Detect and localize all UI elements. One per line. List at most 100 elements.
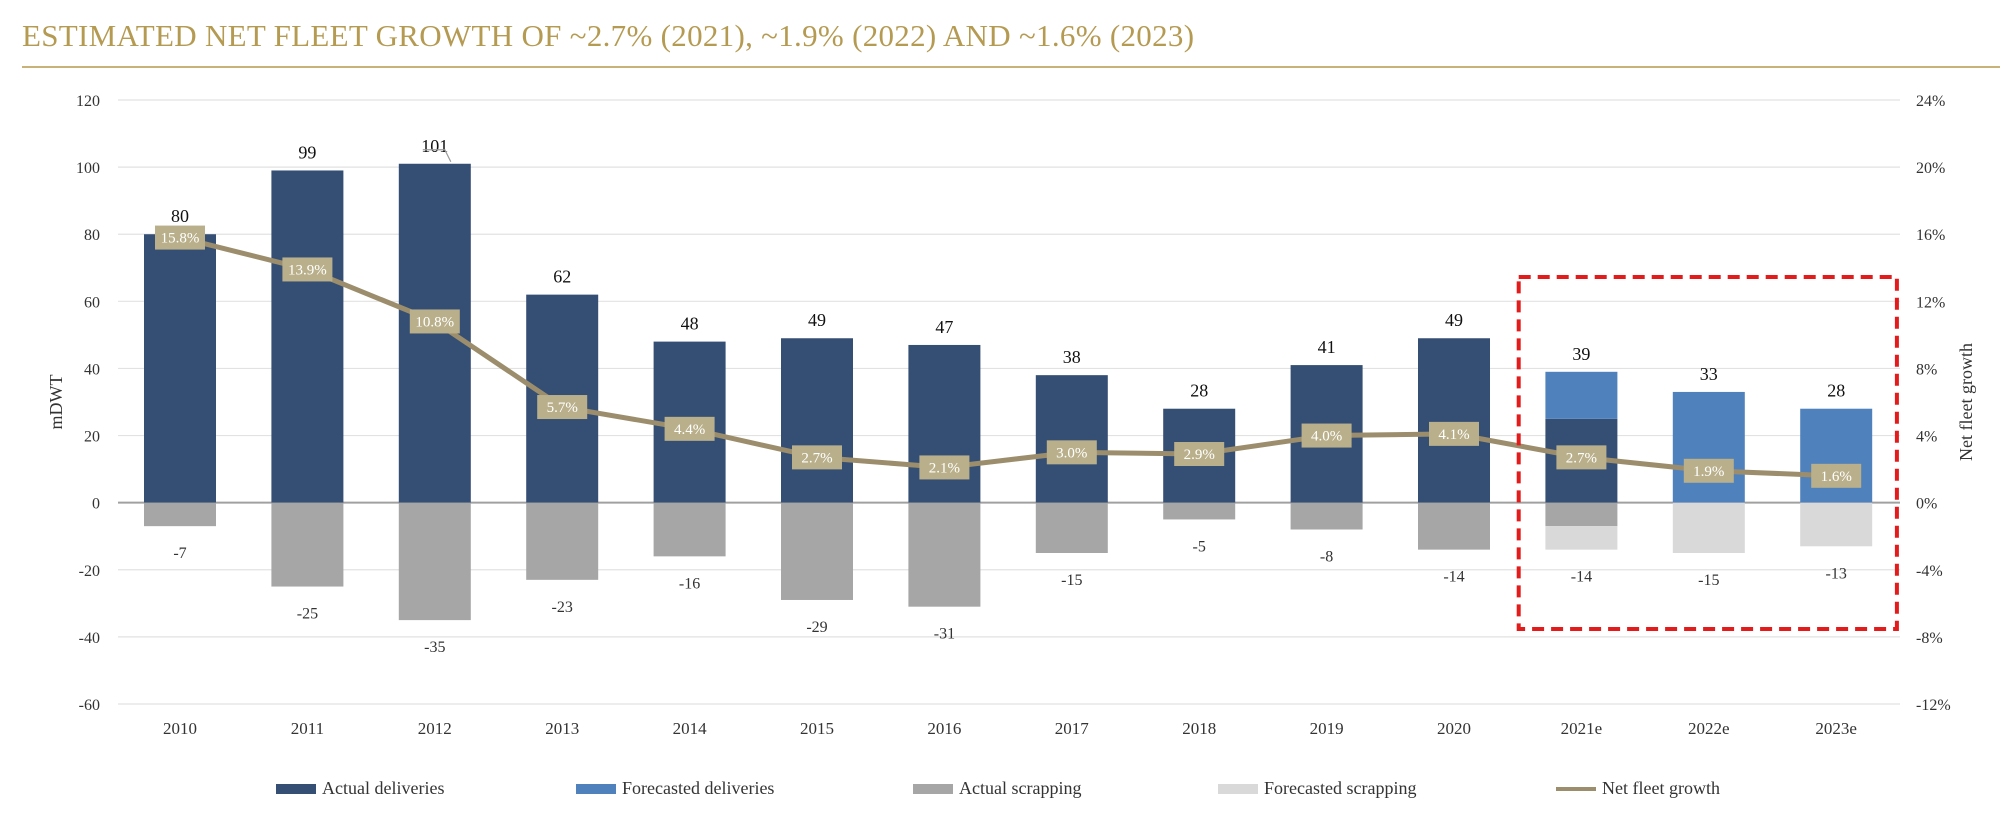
bars [144,163,1873,621]
forecasted-scrapping-bar [1800,502,1873,547]
delivery-total-label: 62 [553,267,571,287]
forecasted-deliveries-bar [1672,391,1745,503]
y-tick-label: 40 [84,361,100,378]
axes: 120 100 80 60 40 20 0 -20 -40 -60 24% 20% 16% 12% 8% 4%… [46,93,1976,738]
x-tick-label: 2017 [1055,719,1090,738]
actual-scrapping-bar [1290,502,1363,530]
y-tick-label: 0 [92,496,100,513]
scrapping-total-label: -13 [1826,565,1847,582]
y2-tick-label: -8% [1916,630,1943,647]
y2-tick-label: 4% [1916,429,1937,446]
forecasted-scrapping-bar [1672,502,1745,553]
actual-scrapping-bar [908,502,981,607]
x-tick-label: 2013 [545,719,579,738]
legend-item-forecasted-scrapping: Forecasted scrapping [1218,778,1416,799]
delivery-total-label: 33 [1700,364,1718,384]
y2-tick-label: 12% [1916,294,1945,311]
delivery-total-label: 47 [935,317,953,337]
legend-swatch [576,783,616,794]
y-tick-label: -60 [79,697,100,714]
delivery-total-label: 80 [171,206,189,226]
legend: Actual deliveries Forecasted deliveries Ac… [0,778,2000,806]
delivery-total-label: 48 [681,314,699,334]
growth-label-box [1301,423,1352,448]
growth-label: 3.0% [1056,445,1087,461]
y-tick-label: -20 [79,563,100,580]
delivery-total-label: 28 [1190,381,1208,401]
legend-item-actual-deliveries: Actual deliveries [276,778,444,799]
growth-label-box [919,455,970,480]
data-labels: 80 -7 99 -25 101 -35 62 -23 48 -16 49 -29 47 -31 38 -15… [155,136,1862,656]
legend-label: Actual deliveries [322,778,445,798]
actual-deliveries-bar [781,338,853,503]
y-tick-label: 80 [84,227,100,244]
y2-tick-label: 24% [1916,93,1945,110]
actual-scrapping-bar [653,502,726,557]
highlight [1516,275,1899,631]
x-tick-label: 2014 [673,719,708,738]
forecasted-deliveries-bar [1545,371,1618,419]
scrapping-total-label: -29 [806,619,827,636]
x-tick-label: 2011 [291,719,324,738]
growth-label-box [1046,440,1097,465]
growth-label: 2.7% [801,450,832,466]
scrapping-total-label: -25 [297,606,318,623]
actual-scrapping-bar [271,502,344,587]
growth-label-box [1683,458,1734,483]
y-tick-label: 60 [84,294,100,311]
actual-scrapping-bar [1545,502,1618,527]
x-tick-label: 2021e [1561,719,1603,738]
delivery-total-label: 49 [1445,310,1463,330]
legend-swatch [1218,783,1258,794]
delivery-total-label: 39 [1572,344,1590,364]
actual-scrapping-bar [1163,502,1236,520]
x-tick-label: 2023e [1815,719,1857,738]
x-tick-label: 2022e [1688,719,1730,738]
delivery-total-label: 38 [1063,347,1081,367]
scrapping-total-label: -7 [173,545,186,562]
actual-scrapping-bar [398,502,471,621]
growth-label: 5.7% [547,400,578,416]
y-tick-label: 100 [76,160,100,177]
delivery-total-label: 41 [1318,337,1336,357]
growth-label: 10.8% [415,314,454,330]
scrapping-total-label: -15 [1061,572,1082,589]
forecast-highlight-box [1516,275,1899,631]
scrapping-total-label: -16 [679,575,700,592]
y2-tick-label: -12% [1916,697,1951,714]
gridlines [118,99,1900,705]
y-tick-label: 20 [84,429,100,446]
legend-label: Forecasted deliveries [622,778,775,798]
growth-label: 1.6% [1821,469,1852,485]
y2-tick-label: 8% [1916,361,1937,378]
legend-swatch [1556,786,1596,791]
scrapping-total-label: -5 [1193,538,1206,555]
scrapping-total-label: -14 [1443,569,1464,586]
scrapping-total-label: -35 [424,639,445,656]
actual-deliveries-bar [271,170,344,503]
legend-label: Actual scrapping [959,778,1082,798]
chart-title: ESTIMATED NET FLEET GROWTH OF ~2.7% (202… [22,18,1195,53]
y2-axis-title: Net fleet growth [1956,343,1976,461]
forecasted-deliveries-bar [1800,408,1873,503]
x-tick-label: 2016 [927,719,961,738]
scrapping-total-label: -8 [1320,549,1333,566]
growth-label: 2.9% [1184,447,1215,463]
title-rule [22,66,2000,68]
growth-label: 2.1% [929,460,960,476]
scrapping-total-label: -23 [552,599,573,616]
actual-scrapping-bar [526,502,599,580]
growth-label-box [1174,442,1225,467]
delivery-total-label: 28 [1827,381,1845,401]
actual-scrapping-bar [781,502,853,600]
growth-label: 15.8% [161,231,200,247]
growth-label-box [1429,421,1479,446]
legend-item-net-fleet-growth: Net fleet growth [1556,778,1720,799]
delivery-total-label: 101 [421,136,448,156]
growth-label: 13.9% [288,262,327,278]
actual-deliveries-bar [144,234,216,503]
legend-swatch [913,783,953,794]
growth-label: 4.4% [674,422,705,438]
growth-label-box [409,309,460,334]
legend-item-forecasted-deliveries: Forecasted deliveries [576,778,774,799]
